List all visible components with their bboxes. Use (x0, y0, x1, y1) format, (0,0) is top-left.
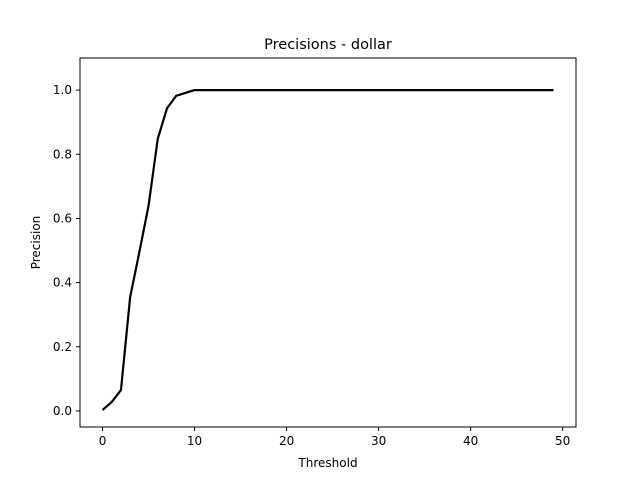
series-line (101, 88, 554, 411)
y-tick-label: 0.8 (53, 147, 72, 161)
series-points (102, 90, 554, 411)
x-tick-label: 50 (555, 434, 570, 448)
x-tick-label: 10 (187, 434, 202, 448)
y-axis: 0.0 0.2 0.4 0.6 0.8 1.0 (53, 83, 80, 418)
x-axis-label: Threshold (297, 456, 357, 470)
y-axis-label: Precision (29, 216, 43, 270)
y-tick-label: 0.0 (53, 404, 72, 418)
y-tick-label: 0.6 (53, 211, 72, 225)
x-tick-label: 30 (371, 434, 386, 448)
x-tick-label: 40 (463, 434, 478, 448)
x-tick-label: 0 (99, 434, 107, 448)
y-tick-label: 0.4 (53, 276, 72, 290)
plot-area (79, 57, 577, 428)
y-tick-label: 1.0 (53, 83, 72, 97)
x-axis: 0 10 20 30 40 50 (99, 427, 570, 448)
x-tick-label: 20 (279, 434, 294, 448)
y-tick-label: 0.2 (53, 340, 72, 354)
chart-title: Precisions - dollar (264, 37, 392, 53)
